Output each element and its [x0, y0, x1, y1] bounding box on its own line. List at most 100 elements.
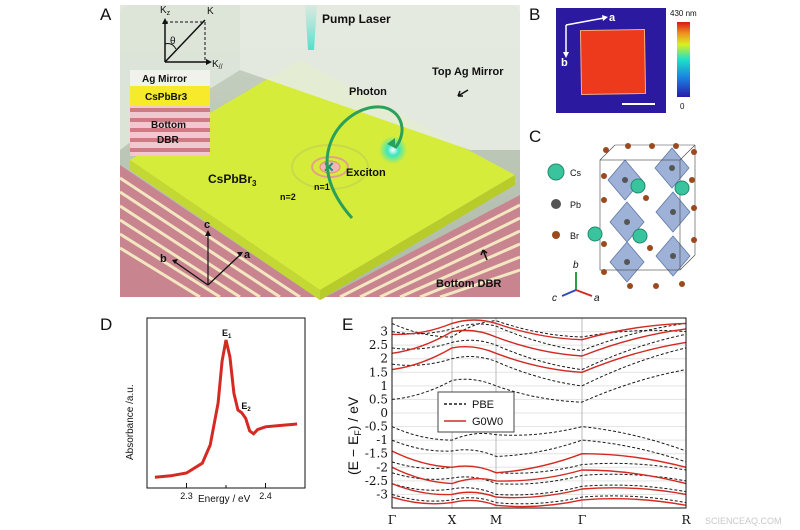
chart-d-xlabel: Energy / eV: [198, 494, 251, 505]
chart-e-ytick: 2: [380, 352, 388, 366]
struct-axis-b-label: b: [573, 260, 579, 271]
pb-atom-icon: [551, 199, 561, 209]
chart-e-xtick: M: [490, 513, 502, 527]
pump-laser-beam: [305, 5, 317, 50]
layer-mirror-label: Ag Mirror: [142, 74, 187, 85]
pb-label: Pb: [570, 200, 581, 210]
exciton-rings: [291, 144, 369, 190]
struct-axis-c-label: c: [552, 293, 557, 304]
band-line: [391, 347, 687, 387]
layer-stack-inset: [130, 70, 210, 156]
band-line: [391, 319, 687, 341]
axis-c-label: c: [204, 219, 210, 231]
watermark: SCIENCEAQ.COM: [705, 516, 782, 526]
br-label: Br: [570, 231, 579, 241]
e1-annotation: E1: [222, 328, 232, 340]
band-line: [391, 369, 687, 403]
inset-kz-label: Kz: [160, 5, 171, 17]
chart-e-ytick: -0.5: [365, 420, 388, 434]
band-line: [391, 426, 687, 452]
colorbar: [677, 22, 690, 97]
n1-label: n=1: [314, 182, 330, 192]
chart-e-ytick: 2.5: [369, 338, 388, 352]
crystal-structure: [587, 143, 697, 289]
layer-dbr-label: DBR: [157, 135, 179, 146]
chart-e-ytick: 3: [380, 325, 388, 339]
band-line: [391, 439, 687, 463]
n2-label: n=2: [280, 192, 296, 202]
legend-g0w0: G0W0: [472, 416, 503, 428]
chart-e-ytick: 0.5: [369, 392, 388, 406]
inset-k-label: K: [207, 6, 214, 17]
chart-d-ticks: [146, 483, 306, 488]
colorbar-max: 430 nm: [670, 9, 697, 18]
inset-kpar-label: K//: [212, 59, 223, 71]
axis-b-label: b: [160, 253, 167, 265]
perovskite-layer: [130, 60, 515, 290]
chart-e-ytick: 0: [380, 406, 388, 420]
chart-e-xtick: Γ: [578, 513, 586, 527]
band-line: [391, 320, 687, 338]
chart-e-ytick: -1.5: [365, 447, 388, 461]
panel-b-letter: B: [529, 5, 540, 24]
chart-e-yticks: 32.521.510.50-0.5-1-1.5-2-2.5-3: [365, 325, 388, 502]
chart-e-xtick: R: [681, 513, 691, 527]
chart-d-xtick: 2.3: [180, 491, 193, 501]
panel-b: B a b 430 nm 0: [529, 5, 697, 113]
chart-e-ytick: -2: [376, 460, 388, 474]
chart-e-legend: PBE G0W0: [437, 391, 515, 433]
panel-a: ✕ Kz K θ K//: [100, 5, 521, 300]
band-line: [391, 466, 687, 485]
chart-e-ytick: -2.5: [365, 474, 388, 488]
chart-e-ylabel: (E − EF) / eV: [345, 396, 363, 475]
exciton-marker-icon: ✕: [323, 159, 335, 175]
bottom-dbr: [119, 165, 521, 300]
afm-crystal: [579, 28, 647, 96]
bottom-dbr-label: Bottom DBR: [436, 278, 501, 290]
chart-e-ytick: 1.5: [369, 365, 388, 379]
e2-annotation: E2: [241, 401, 251, 413]
layer-bottom-label: Bottom: [151, 120, 186, 131]
band-line: [391, 450, 687, 474]
panel-e-letter: E: [342, 315, 353, 334]
chart-d-xtick: 2.4: [259, 491, 272, 501]
band-line: [391, 328, 687, 357]
exciton-label: Exciton: [346, 167, 386, 179]
band-line: [391, 496, 687, 508]
pump-laser-label: Pump Laser: [322, 12, 391, 26]
afm-axis-b-label: b: [561, 57, 568, 69]
crystal-axes-a: [174, 234, 241, 286]
chart-e-ytick: 1: [380, 379, 388, 393]
struct-axis-a-label: a: [594, 293, 600, 304]
chart-d-ylabel: Absorbance /a.u.: [125, 384, 136, 460]
colorbar-min: 0: [680, 102, 685, 111]
chart-e-xtick: X: [448, 513, 457, 527]
chart-e-xtick: Γ: [388, 513, 396, 527]
panel-c: C Cs Pb Br: [529, 127, 697, 304]
legend-pbe: PBE: [472, 399, 494, 411]
cs-label: Cs: [570, 168, 581, 178]
axis-a-label: a: [244, 249, 251, 261]
chart-e-ytick: -3: [376, 487, 388, 501]
top-mirror-label: Top Ag Mirror: [432, 66, 504, 78]
chart-e-bands: [391, 319, 687, 508]
k-vector-inset: [162, 18, 212, 65]
panel-a-letter: A: [100, 5, 112, 24]
chart-e-ytick: -1: [376, 433, 388, 447]
inset-theta-label: θ: [170, 36, 176, 47]
layer-cspbbr3-label: CsPbBr3: [145, 92, 188, 103]
band-line: [391, 482, 687, 499]
panel-c-letter: C: [529, 127, 541, 146]
cspbbr3-label: CsPbBr3: [208, 172, 257, 188]
band-line: [391, 341, 687, 374]
band-line: [391, 333, 687, 371]
cs-atom-icon: [547, 163, 565, 181]
br-atom-icon: [552, 231, 560, 239]
absorbance-curve: [154, 339, 298, 479]
panel-d: D E1 E2 Absorbance /a.u. Energy / eV 2.3…: [100, 315, 306, 505]
afm-axis-a-label: a: [609, 12, 616, 24]
photon-label: Photon: [349, 86, 387, 98]
panel-d-letter: D: [100, 315, 112, 334]
